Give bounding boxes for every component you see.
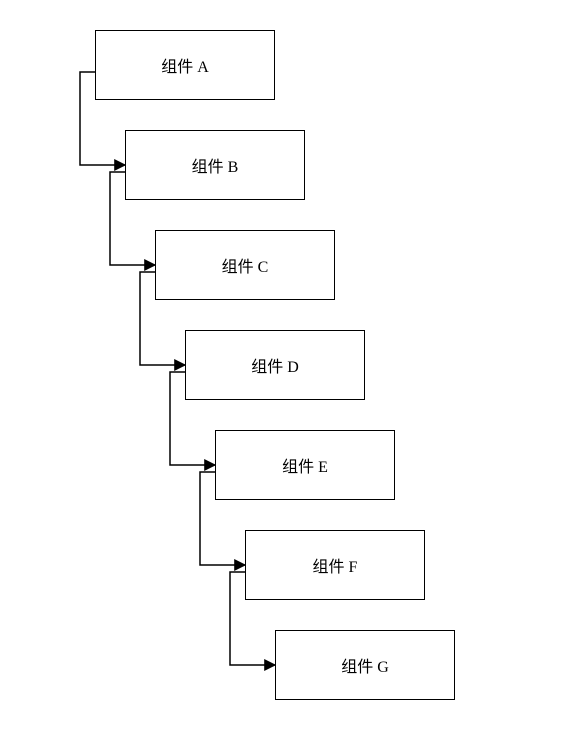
node-label-D: 组件 D <box>251 353 299 377</box>
node-G: 组件 G <box>275 630 455 700</box>
node-F: 组件 F <box>245 530 425 600</box>
node-label-G: 组件 G <box>341 653 389 677</box>
node-label-A: 组件 A <box>161 53 209 77</box>
node-label-B: 组件 B <box>192 153 239 177</box>
node-B: 组件 B <box>125 130 305 200</box>
node-label-F: 组件 F <box>313 553 358 577</box>
node-D: 组件 D <box>185 330 365 400</box>
node-A: 组件 A <box>95 30 275 100</box>
flowchart-canvas: 组件 A 组件 B 组件 C 组件 D 组件 E 组件 F 组件 G <box>0 0 573 750</box>
node-C: 组件 C <box>155 230 335 300</box>
node-label-C: 组件 C <box>222 253 269 277</box>
node-E: 组件 E <box>215 430 395 500</box>
node-label-E: 组件 E <box>282 453 328 477</box>
